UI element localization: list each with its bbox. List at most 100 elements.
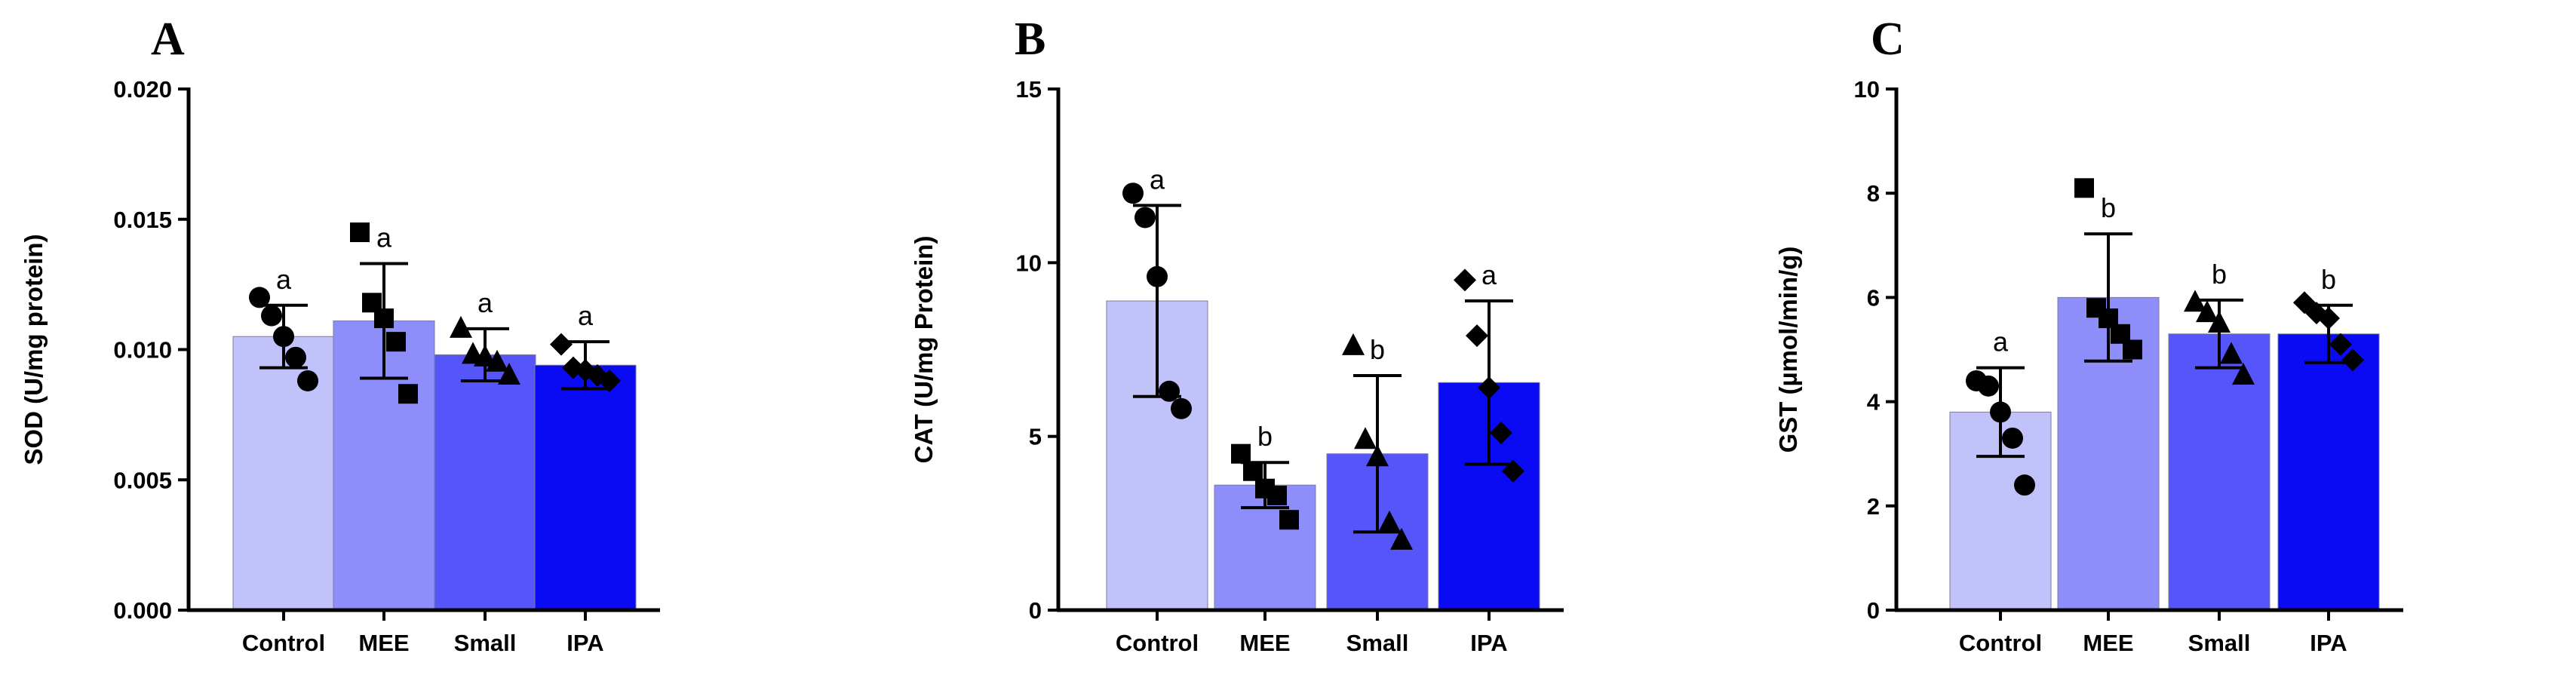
significance-letter: a bbox=[1150, 164, 1165, 195]
data-point-square bbox=[1243, 461, 1263, 481]
data-point-diamond bbox=[1466, 324, 1488, 348]
y-tick-label: 0.020 bbox=[113, 76, 172, 103]
data-point-square bbox=[2123, 339, 2142, 360]
data-point-circle bbox=[261, 305, 282, 327]
panel-letter: C bbox=[1871, 14, 1905, 65]
data-point-square bbox=[398, 384, 418, 404]
data-point-circle bbox=[2014, 474, 2035, 496]
significance-letter: b bbox=[2101, 192, 2116, 223]
y-tick-label: 2 bbox=[1867, 493, 1880, 520]
data-point-triangle bbox=[2208, 310, 2231, 333]
significance-letter: a bbox=[276, 264, 292, 295]
significance-letter: a bbox=[1481, 259, 1497, 290]
x-tick-label: IPA bbox=[2310, 630, 2347, 656]
y-tick-label: 0 bbox=[1029, 597, 1042, 624]
data-point-diamond bbox=[550, 333, 573, 356]
x-tick-label: MEE bbox=[358, 630, 409, 656]
significance-letter: a bbox=[578, 300, 594, 331]
y-tick-label: 0.000 bbox=[113, 597, 172, 624]
data-point-circle bbox=[1122, 183, 1144, 204]
x-tick-label: IPA bbox=[566, 630, 603, 656]
significance-letter: b bbox=[1370, 334, 1385, 365]
data-point-square bbox=[374, 308, 394, 329]
y-axis-title: CAT (U/mg Protein) bbox=[910, 236, 938, 464]
data-point-triangle bbox=[1342, 333, 1365, 355]
x-tick-label: Small bbox=[1346, 630, 1409, 656]
data-point-diamond bbox=[598, 369, 621, 392]
y-tick-label: 0.015 bbox=[113, 207, 172, 233]
data-point-circle bbox=[249, 287, 270, 308]
significance-letter: a bbox=[477, 287, 493, 318]
bar-small bbox=[434, 354, 536, 611]
y-tick-label: 0.005 bbox=[113, 467, 172, 493]
x-tick-label: Small bbox=[454, 630, 517, 656]
data-point-circle bbox=[273, 326, 294, 348]
significance-letter: b bbox=[1257, 421, 1273, 452]
bar-ipa bbox=[2277, 333, 2380, 611]
data-point-triangle bbox=[1378, 510, 1401, 532]
data-point-circle bbox=[1978, 375, 1999, 397]
panel-a: A SOD (U/mg protein) a a a a 0.000 0.005 0.010 0.… bbox=[20, 14, 660, 656]
significance-letter: b bbox=[2321, 264, 2336, 295]
data-point-triangle bbox=[1354, 427, 1377, 449]
data-point-circle bbox=[1990, 401, 2011, 423]
x-tick-label: MEE bbox=[1239, 630, 1290, 656]
y-tick-label: 15 bbox=[1016, 76, 1042, 103]
data-point-triangle bbox=[2232, 363, 2255, 385]
y-tick-label: 4 bbox=[1867, 389, 1881, 416]
x-tick-label: MEE bbox=[2083, 630, 2133, 656]
data-point-square bbox=[350, 222, 370, 243]
data-point-diamond bbox=[2317, 307, 2340, 330]
data-point-circle bbox=[1171, 397, 1192, 419]
data-point-square bbox=[386, 332, 406, 352]
data-point-triangle bbox=[498, 363, 520, 385]
data-point-circle bbox=[1147, 265, 1168, 287]
data-point-triangle bbox=[450, 315, 472, 338]
bar-control bbox=[232, 336, 335, 611]
data-point-diamond bbox=[1454, 268, 1476, 292]
panel-letter: A bbox=[151, 14, 185, 65]
y-tick-label: 5 bbox=[1029, 424, 1042, 450]
y-tick-label: 10 bbox=[1854, 76, 1880, 103]
data-point-diamond bbox=[1490, 422, 1512, 445]
y-axis-title: SOD (U/mg protein) bbox=[20, 234, 48, 465]
x-tick-label: Control bbox=[242, 630, 325, 656]
data-point-diamond bbox=[2341, 348, 2364, 372]
y-tick-label: 6 bbox=[1867, 284, 1880, 311]
x-tick-label: Control bbox=[1959, 630, 2042, 656]
data-point-circle bbox=[285, 346, 306, 368]
data-point-square bbox=[2074, 178, 2094, 198]
x-tick-label: Control bbox=[1116, 630, 1199, 656]
bar-ipa bbox=[534, 364, 637, 611]
data-point-circle bbox=[1134, 207, 1156, 229]
data-point-circle bbox=[1159, 380, 1180, 402]
data-point-triangle bbox=[486, 349, 508, 372]
y-tick-label: 8 bbox=[1867, 180, 1880, 207]
data-point-circle bbox=[2002, 427, 2023, 449]
data-point-triangle bbox=[1390, 527, 1413, 550]
x-tick-label: IPA bbox=[1470, 630, 1507, 656]
data-point-triangle bbox=[2220, 342, 2243, 364]
panel-c: C GST (µmol/min/g) a b b b 0 2 4 6 8 10 Control MEE Sm… bbox=[1774, 14, 2403, 656]
panel-letter: B bbox=[1015, 14, 1045, 65]
y-tick-label: 0 bbox=[1867, 597, 1880, 624]
panel-b: B CAT (U/mg Protein) a b b a 0 5 10 15 Control MEE S… bbox=[910, 14, 1564, 656]
data-point-triangle bbox=[1366, 444, 1389, 467]
y-tick-label: 10 bbox=[1016, 250, 1042, 276]
data-point-circle bbox=[297, 370, 318, 391]
bar-small bbox=[2168, 333, 2271, 611]
data-point-square bbox=[1231, 443, 1251, 464]
y-tick-label: 0.010 bbox=[113, 337, 172, 364]
significance-letter: a bbox=[376, 222, 392, 253]
data-point-triangle bbox=[2184, 290, 2206, 312]
y-axis-title: GST (µmol/min/g) bbox=[1774, 247, 1802, 453]
data-point-square bbox=[1279, 510, 1299, 530]
data-point-diamond bbox=[1502, 459, 1524, 483]
significance-letter: a bbox=[1993, 327, 2009, 357]
data-point-square bbox=[1267, 485, 1287, 505]
significance-letter: b bbox=[2212, 259, 2227, 290]
x-tick-label: Small bbox=[2188, 630, 2251, 656]
data-point-triangle bbox=[2196, 300, 2218, 323]
data-point-diamond bbox=[2329, 333, 2352, 356]
